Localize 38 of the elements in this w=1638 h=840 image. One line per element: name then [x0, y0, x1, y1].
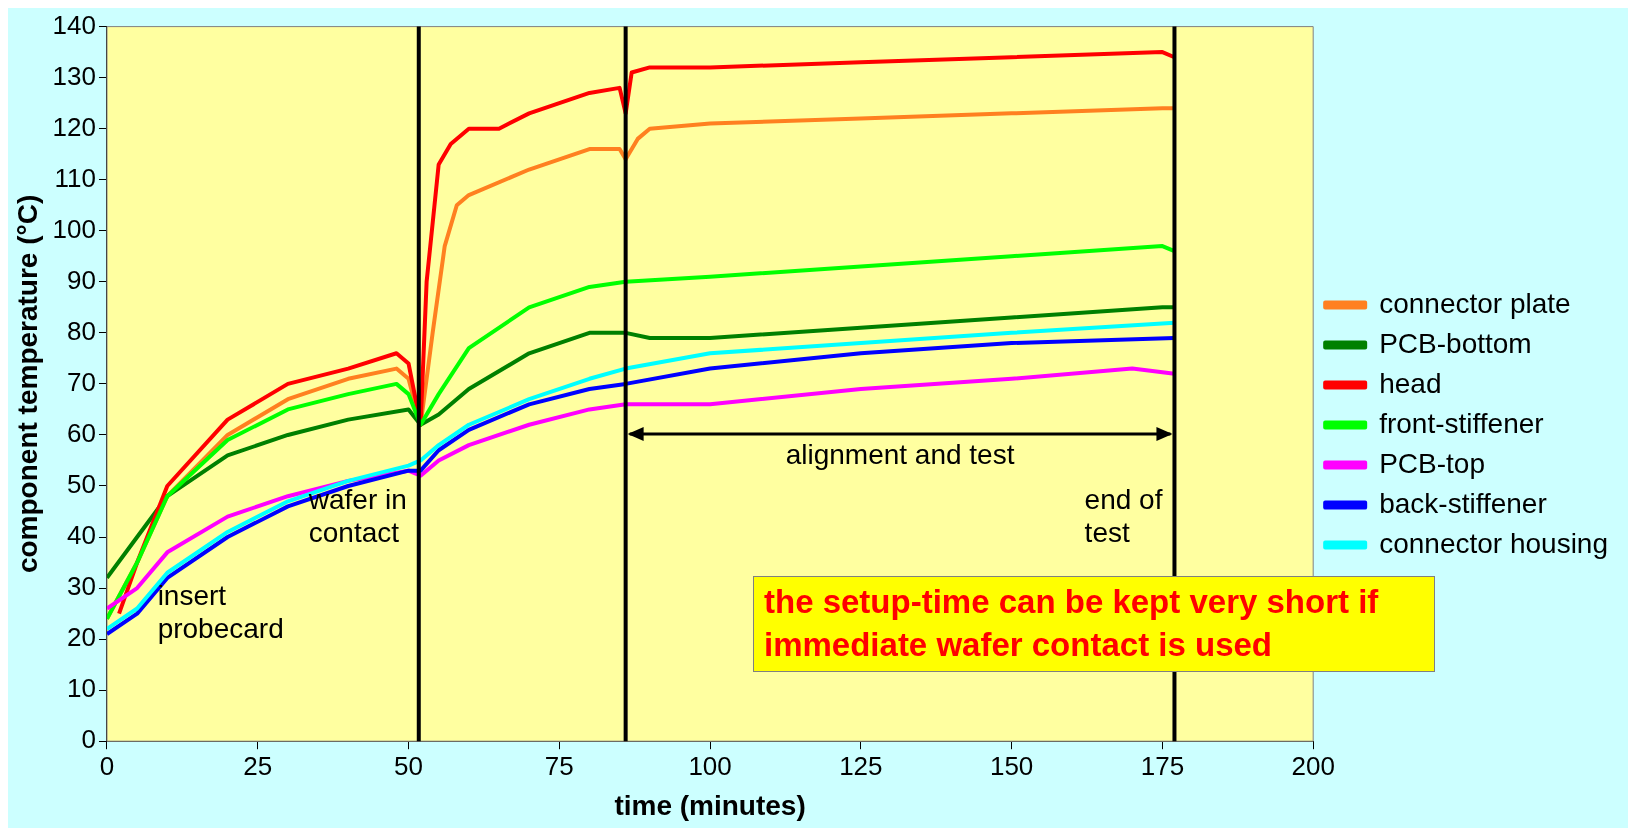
y-tick-label: 40	[67, 520, 96, 551]
legend-label: PCB-top	[1379, 447, 1485, 479]
x-axis-title: time (minutes)	[614, 789, 806, 821]
legend-label: front-stiffener	[1379, 407, 1544, 439]
y-axis-title: component temperature (°C)	[11, 194, 43, 574]
y-tick-label: 130	[52, 60, 96, 91]
x-tick-label: 25	[243, 750, 273, 781]
y-tick-label: 60	[67, 418, 96, 449]
x-tick-label: 0	[99, 750, 115, 781]
legend-label: PCB-bottom	[1379, 327, 1532, 359]
y-tick-label: 30	[67, 571, 96, 602]
y-tick-label: 110	[54, 162, 96, 193]
y-tick-label: 100	[52, 213, 96, 244]
x-tick-label: 150	[989, 750, 1034, 781]
y-tick-label: 120	[52, 111, 96, 142]
y-tick-label: 70	[67, 367, 96, 398]
y-tick-label: 90	[67, 264, 96, 295]
legend-label: connector housing	[1379, 527, 1608, 559]
x-tick-label: 100	[688, 750, 732, 781]
x-tick-label: 200	[1291, 750, 1335, 781]
ref-line-label: wafer in contact	[307, 484, 407, 549]
annotation: the setup-time can be kept very short if immediate wafer contact is used	[753, 576, 1435, 672]
x-tick-label: 175	[1140, 750, 1185, 781]
legend-label: back-stiffener	[1379, 487, 1547, 519]
legend-label: head	[1379, 367, 1442, 399]
x-tick-label: 50	[394, 750, 423, 781]
y-tick-label: 140	[52, 9, 96, 40]
y-tick-label: 50	[67, 469, 96, 500]
y-tick-label: 80	[67, 316, 96, 347]
annotation: alignment and test	[785, 438, 1015, 470]
legend-label: connector plate	[1379, 287, 1571, 319]
ref-line-label: end of test	[1084, 484, 1163, 549]
x-tick-label: 125	[839, 750, 883, 781]
y-tick-label: 10	[67, 673, 96, 704]
y-tick-label: 0	[81, 724, 96, 755]
y-tick-label: 20	[67, 622, 96, 653]
x-tick-label: 75	[544, 750, 574, 781]
annotation: insert probecard	[157, 579, 284, 644]
